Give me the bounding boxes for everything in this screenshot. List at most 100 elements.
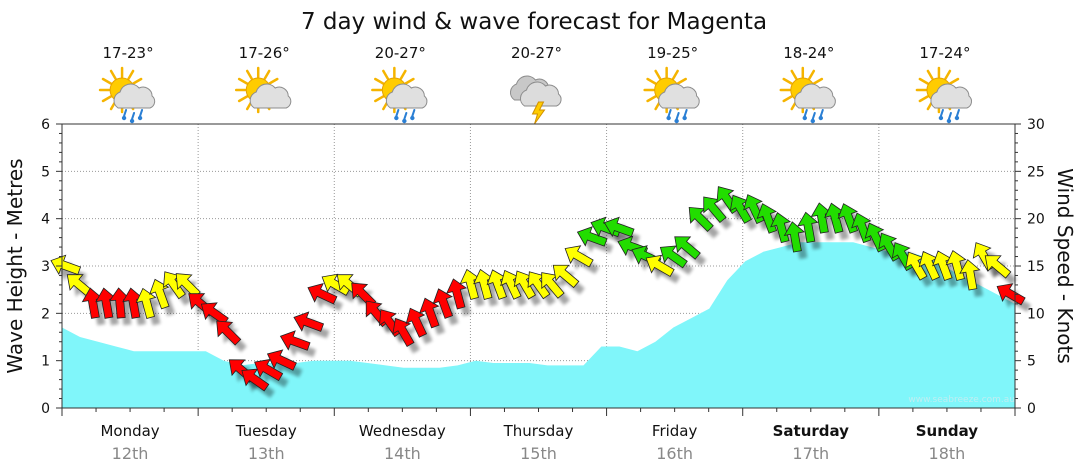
thunderstorm-icon (510, 75, 562, 125)
partly-cloudy-rain-icon (98, 66, 156, 124)
partly-cloudy-rain-icon (779, 66, 836, 124)
wind-arrow (932, 250, 953, 282)
partly-cloudy-rain-icon (371, 66, 428, 124)
left-tick-label: 6 (41, 117, 50, 133)
wind-arrow (674, 236, 701, 260)
wind-arrow (797, 211, 819, 244)
wind-arrow (216, 320, 242, 346)
right-tick-label: 5 (1027, 354, 1036, 370)
wind-arrow (729, 194, 753, 224)
wind-arrow (266, 349, 297, 371)
wind-arrow (81, 287, 104, 319)
wind-arrow (293, 311, 325, 332)
left-tick-label: 2 (41, 306, 50, 322)
daily-forecast-row: 17-23° 17-26° 20-27° 20-27° 19-25° 18-24° 17-2… (98, 44, 973, 125)
right-axis: 0 5 10 15 20 25 30 (1015, 117, 1045, 417)
wind-arrow (527, 271, 551, 300)
wind-arrow (432, 288, 454, 319)
day-label: Friday (652, 422, 698, 440)
wave-height-area (62, 242, 1015, 408)
wind-arrow (163, 271, 186, 300)
wind-arrow (541, 272, 565, 299)
left-tick-label: 3 (41, 259, 50, 275)
wind-arrow (959, 259, 981, 291)
right-tick-label: 0 (1027, 401, 1036, 417)
left-axis-label: Wave Height - Metres (3, 158, 27, 373)
wind-arrow (405, 307, 428, 338)
chart-title: 7 day wind & wave forecast for Magenta (301, 9, 767, 35)
temp-range-label: 20-27° (511, 44, 562, 62)
date-label: 18th (929, 444, 966, 463)
wind-arrow (486, 269, 508, 300)
date-label: 15th (520, 444, 557, 463)
wind-arrow (50, 254, 82, 276)
temp-range-label: 17-26° (239, 44, 290, 62)
day-label: Tuesday (235, 422, 297, 440)
partly-cloudy-rain-icon (915, 66, 973, 124)
day-label: Monday (100, 422, 159, 440)
right-axis-label: Wind Speed - Knots (1053, 168, 1077, 364)
wind-arrow (688, 206, 714, 232)
left-tick-label: 1 (41, 354, 50, 370)
right-tick-label: 15 (1027, 259, 1045, 275)
wind-arrow (996, 283, 1026, 306)
wind-arrow (703, 196, 727, 224)
day-label: Wednesday (359, 422, 446, 440)
x-axis: Monday 12th Tuesday 13th Wednesday 14th Thursd… (61, 408, 1016, 463)
credit-text: www.seabreeze.com.au (908, 395, 1015, 405)
wind-arrow (810, 202, 833, 234)
wind-arrow (984, 255, 1012, 279)
date-label: 12th (112, 444, 149, 463)
wind-arrow (905, 251, 928, 281)
wind-arrow (351, 282, 377, 308)
wind-arrow (513, 270, 537, 300)
right-tick-label: 25 (1027, 164, 1045, 180)
date-label: 17th (792, 444, 829, 463)
wind-arrow (783, 221, 806, 253)
day-label: Saturday (773, 422, 850, 440)
wind-arrow (419, 297, 440, 329)
day-label: Thursday (503, 422, 574, 440)
left-tick-label: 0 (41, 401, 50, 417)
wind-arrow (108, 287, 131, 319)
partly-cloudy-rain-icon (643, 66, 700, 124)
wind-arrow (95, 287, 117, 319)
left-tick-label: 4 (41, 212, 50, 228)
temp-range-label: 19-25° (647, 44, 698, 62)
wind-arrow (824, 202, 846, 234)
wind-arrow (241, 368, 270, 392)
temp-range-label: 17-24° (919, 44, 970, 62)
temp-range-label: 20-27° (375, 44, 426, 62)
right-tick-label: 30 (1027, 117, 1045, 133)
wind-arrow (645, 254, 675, 278)
temp-range-label: 17-23° (103, 44, 154, 62)
wind-arrow (200, 302, 229, 326)
wind-arrow (459, 268, 481, 300)
wind-arrow (603, 216, 635, 238)
wind-arrow (135, 287, 157, 319)
day-label: Sunday (916, 422, 979, 440)
partly-cloudy-icon (234, 66, 292, 114)
temp-range-label: 18-24° (783, 44, 834, 62)
date-label: 13th (248, 444, 285, 463)
right-tick-label: 10 (1027, 306, 1045, 322)
wind-arrow (446, 278, 468, 310)
date-label: 14th (384, 444, 421, 463)
wind-arrow (918, 250, 941, 281)
wind-arrow (659, 245, 688, 269)
left-axis: 0 1 2 3 4 5 6 (41, 117, 62, 417)
date-label: 16th (656, 444, 693, 463)
wind-arrow (564, 245, 594, 268)
wind-arrow (473, 268, 495, 300)
wind-arrow (392, 317, 415, 347)
wind-arrow (175, 273, 201, 299)
wind-arrows (50, 186, 1026, 392)
right-tick-label: 20 (1027, 212, 1045, 228)
wind-arrow (576, 226, 608, 247)
wind-arrow (254, 358, 284, 382)
wind-arrow (307, 283, 338, 305)
left-tick-label: 5 (41, 164, 50, 180)
wind-arrow (122, 287, 144, 319)
wind-arrow (279, 330, 311, 351)
